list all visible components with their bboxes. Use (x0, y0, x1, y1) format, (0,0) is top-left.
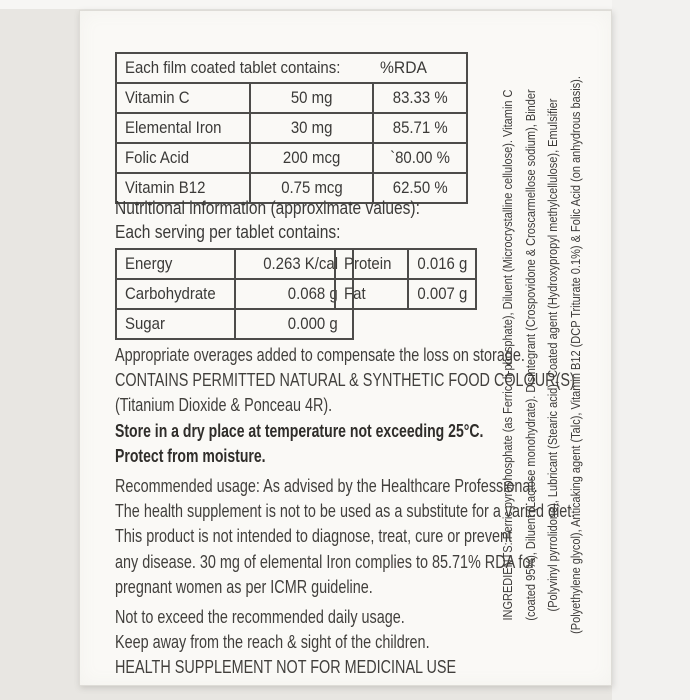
ingredients-line: (Polyethylene glycol), Anticaking agent … (568, 76, 583, 634)
nutrition-value: 0.263 K/cal (263, 254, 338, 273)
note-moisture: Protect from moisture. (115, 445, 266, 466)
nutrition-value: 0.016 g (417, 254, 467, 273)
table-row: Energy 0.263 K/cal (115, 248, 354, 280)
rda-column-header: %RDA (380, 58, 427, 77)
table-header-cell: Each film coated tablet contains: %RDA (115, 52, 468, 84)
table-row: Protein 0.016 g (334, 248, 477, 280)
nutrient-name: Vitamin B12 (125, 178, 206, 197)
nutrient-name: Vitamin C (125, 88, 190, 107)
nutrient-rda: 85.71 % (392, 118, 448, 137)
nutrition-value: 0.000 g (288, 314, 338, 333)
note-recommended-usage: Recommended usage: As advised by the Hea… (115, 476, 538, 497)
nutrition-name: Energy (125, 254, 173, 273)
photo-background-right (612, 0, 690, 700)
nutrient-rda: `80.00 % (390, 148, 450, 167)
table-row: Vitamin B12 0.75 mcg 62.50 % (115, 172, 468, 204)
note-icmr: pregnant women as per ICMR guideline. (115, 576, 373, 597)
nutrient-name: Elemental Iron (125, 118, 222, 137)
note-substitute: The health supplement is not to be used … (115, 501, 576, 522)
note-overages: Appropriate overages added to compensate… (115, 345, 525, 365)
nutrient-amount: 30 mg (290, 118, 333, 137)
ingredients-line: INGREDIENTS: Ferric pyrophosphate (as Fe… (501, 89, 515, 621)
table-row: Folic Acid 200 mcg `80.00 % (115, 142, 468, 174)
nutrition-table-right: Protein 0.016 g Fat 0.007 g (334, 248, 477, 310)
nutrient-amount: 50 mg (290, 88, 333, 107)
nutrient-rda: 83.33 % (392, 88, 448, 107)
nutrient-name: Folic Acid (125, 148, 190, 167)
tablet-contents-table: Each film coated tablet contains: %RDA V… (115, 52, 468, 204)
note-colour-names: (Titanium Dioxide & Ponceau 4R). (115, 395, 333, 416)
note-not-medicinal: HEALTH SUPPLEMENT NOT FOR MEDICINAL USE (115, 657, 457, 678)
nutrition-value: 0.007 g (417, 284, 467, 303)
note-not-intended-1: This product is not intended to diagnose… (115, 526, 513, 547)
nutrition-name: Carbohydrate (125, 284, 216, 303)
note-food-colours: CONTAINS PERMITTED NATURAL & SYNTHETIC F… (115, 370, 575, 391)
note-not-intended-2: any disease. 30 mg of elemental Iron com… (115, 551, 536, 572)
note-children: Keep away from the reach & sight of the … (115, 632, 430, 653)
nutrition-name: Sugar (125, 314, 165, 333)
table-header-row: Each film coated tablet contains: %RDA (115, 52, 468, 84)
ingredients-line: (coated 95%), Diluent (Lactose monohydra… (523, 89, 538, 621)
nutrition-table-left: Energy 0.263 K/cal Carbohydrate 0.068 g … (115, 248, 354, 340)
nutrient-amount: 200 mcg (282, 148, 341, 167)
ingredients-rotated-block: INGREDIENTS: Ferric pyrophosphate (as Fe… (497, 21, 587, 689)
nutrition-value: 0.068 g (288, 284, 338, 303)
table-row: Fat 0.007 g (334, 278, 477, 310)
table-row: Carbohydrate 0.068 g (115, 278, 354, 310)
nutrient-amount: 0.75 mcg (280, 178, 343, 197)
supplement-label-panel: Each film coated tablet contains: %RDA V… (79, 10, 612, 686)
ingredients-line: (Polyvinyl pyrrolidone), Lubricant (Stea… (546, 98, 560, 612)
label-notes: Appropriate overages added to compensate… (115, 343, 690, 681)
nutrition-name: Protein (344, 254, 392, 273)
nutrition-name: Fat (344, 284, 366, 303)
photo-background-top (0, 0, 690, 9)
table-row: Sugar 0.000 g (115, 308, 354, 340)
table-row: Vitamin C 50 mg 83.33 % (115, 82, 468, 114)
serving-heading: Each serving per tablet contains: (115, 221, 341, 242)
note-daily-usage: Not to exceed the recommended daily usag… (115, 607, 405, 628)
note-storage: Store in a dry place at temperature not … (115, 420, 484, 441)
table-title: Each film coated tablet contains: (125, 58, 341, 77)
table-row: Elemental Iron 30 mg 85.71 % (115, 112, 468, 144)
nutrition-heading: Nutritional information (approximate val… (115, 197, 420, 218)
nutrient-rda: 62.50 % (392, 178, 448, 197)
